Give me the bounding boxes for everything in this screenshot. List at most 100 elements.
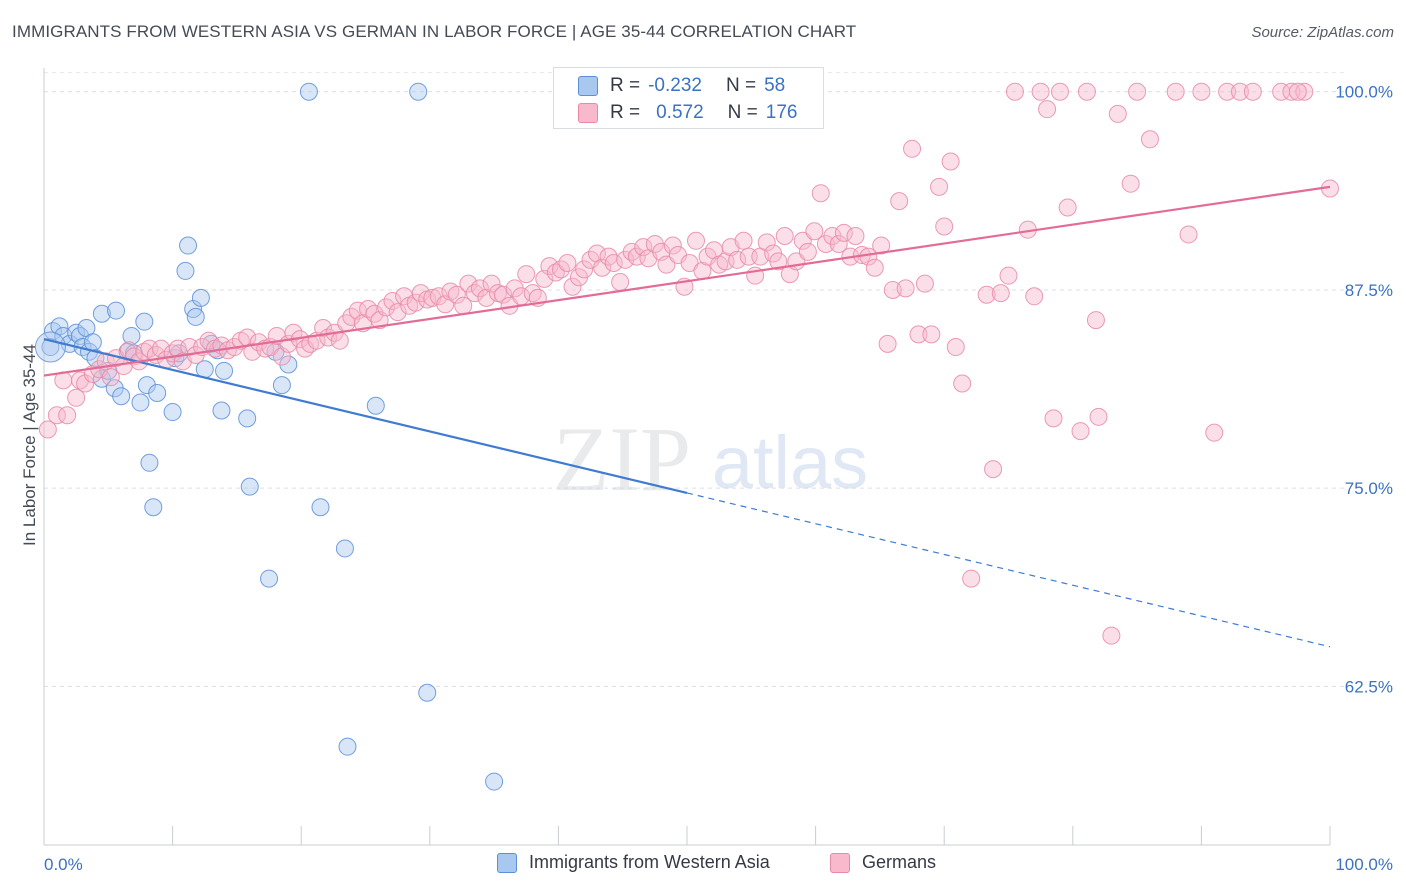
data-point	[1038, 100, 1057, 119]
data-point	[38, 420, 57, 439]
data-point	[359, 299, 378, 318]
data-point	[941, 152, 960, 171]
data-point	[148, 384, 167, 403]
data-point	[1295, 82, 1314, 101]
x-tick-label: 0.0%	[44, 855, 83, 874]
data-point	[377, 298, 396, 317]
data-point	[622, 242, 641, 261]
legend-swatch-germans	[830, 852, 850, 873]
data-point	[238, 409, 257, 428]
data-point	[92, 304, 111, 323]
data-point	[540, 257, 559, 276]
data-point	[1044, 409, 1063, 428]
data-point	[383, 292, 402, 311]
data-point	[1288, 82, 1307, 101]
legend-label-western-asia: Immigrants from Western Asia	[529, 852, 770, 872]
data-point	[999, 266, 1018, 285]
data-point	[903, 139, 922, 158]
legend-swatch-western-asia	[578, 76, 598, 96]
data-point	[101, 368, 120, 387]
axes	[43, 68, 1331, 846]
legend-stat-row-western-asia: R = -0.232 N = 58	[578, 73, 785, 99]
data-point	[186, 307, 205, 326]
n-label: N =	[727, 102, 758, 123]
data-point	[272, 376, 291, 395]
data-point	[716, 252, 735, 271]
y-axis-label-wrap: In Labor Force | Age 35-44	[18, 300, 42, 590]
data-point	[212, 401, 231, 420]
source-label: Source: ZipAtlas.com	[1251, 24, 1394, 41]
data-point	[1282, 82, 1301, 101]
data-point	[546, 263, 565, 282]
data-point	[311, 498, 330, 517]
legend-label-germans: Germans	[862, 852, 937, 872]
data-point	[330, 331, 349, 350]
data-point	[86, 349, 105, 368]
grid-lines	[44, 72, 1345, 687]
data-point	[47, 406, 66, 425]
data-point	[922, 325, 941, 344]
legend-stats-box: R = -0.232 N = 58 R = 0.572 N = 176	[553, 67, 824, 129]
data-point	[1102, 626, 1121, 645]
data-point	[935, 217, 954, 236]
trend-line-western-asia-extension	[686, 492, 1331, 648]
data-point	[1086, 311, 1105, 330]
data-point	[1140, 130, 1159, 149]
data-point	[34, 331, 66, 363]
r-label: R =	[610, 102, 641, 123]
data-point	[135, 312, 154, 331]
data-point	[977, 285, 996, 304]
data-point	[680, 253, 699, 272]
x-tick-label: 100.0%	[1335, 855, 1393, 874]
data-point	[593, 258, 612, 277]
data-point	[1166, 82, 1185, 101]
series-western-asia-points	[34, 82, 504, 791]
data-point	[163, 403, 182, 422]
data-point	[465, 284, 484, 303]
data-point	[734, 231, 753, 250]
data-point	[604, 253, 623, 272]
data-point	[1128, 82, 1147, 101]
data-point	[44, 322, 63, 341]
data-point	[338, 737, 357, 756]
data-point	[953, 374, 972, 393]
data-point	[829, 234, 848, 253]
watermark: ZIP atlas	[553, 408, 868, 510]
data-point	[1218, 82, 1237, 101]
tick-labels: 62.5% 75.0% 87.5% 100.0% 0.0% 100.0%	[44, 83, 1393, 874]
data-point	[459, 274, 478, 293]
n-label: N =	[725, 75, 757, 96]
r-value: 0.572	[656, 102, 704, 123]
y-axis-label: In Labor Force | Age 35-44	[20, 344, 39, 546]
series-germans-points	[38, 82, 1339, 645]
chart-title: IMMIGRANTS FROM WESTERN ASIA VS GERMAN I…	[12, 22, 857, 41]
data-point	[1205, 423, 1224, 442]
data-point	[485, 772, 504, 791]
data-point	[793, 231, 812, 250]
n-value: 176	[765, 102, 798, 123]
data-point	[409, 82, 428, 101]
data-point	[67, 388, 86, 407]
data-point	[107, 301, 126, 320]
data-point	[366, 396, 385, 415]
data-point	[896, 279, 915, 298]
data-point	[517, 265, 536, 284]
data-point	[634, 238, 653, 257]
data-point	[144, 498, 163, 517]
data-point	[131, 393, 150, 412]
data-point	[83, 333, 102, 352]
data-point	[627, 247, 646, 266]
data-point	[883, 280, 902, 299]
data-point	[314, 319, 333, 338]
data-point	[447, 285, 466, 304]
data-point	[523, 284, 542, 303]
data-point	[299, 82, 318, 101]
data-point	[811, 184, 830, 203]
data-point	[1025, 287, 1044, 306]
data-point	[1121, 174, 1140, 193]
legend-swatch-western-asia	[497, 852, 517, 873]
data-point	[946, 338, 965, 357]
data-point	[915, 274, 934, 293]
data-point	[266, 342, 285, 361]
data-point	[260, 569, 279, 588]
